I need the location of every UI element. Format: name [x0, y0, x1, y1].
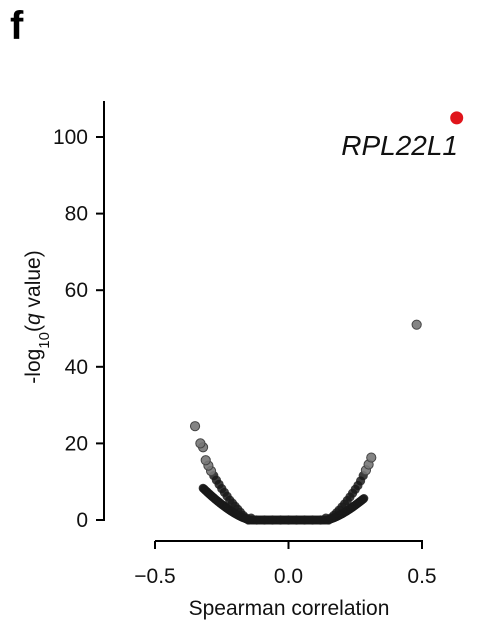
non-significant-point	[275, 515, 286, 525]
chart-annotations: RPL22L1	[341, 130, 458, 161]
y-axis-title-q: q	[22, 313, 45, 325]
right-arm-point	[366, 452, 377, 463]
y-axis-title-subscript: 10	[36, 332, 53, 349]
x-tick-label: −0.5	[134, 565, 175, 588]
left-arm-point	[195, 438, 206, 449]
non-significant-point	[267, 515, 278, 525]
x-axis-title: Spearman correlation	[189, 597, 390, 620]
y-tick-label: 20	[65, 432, 88, 455]
x-axis-ticks: −0.5 0.0 0.5	[134, 541, 437, 588]
non-significant-point	[283, 515, 294, 525]
non-significant-point	[259, 515, 270, 525]
non-significant-point	[291, 515, 302, 525]
non-significant-point	[307, 515, 318, 525]
x-tick-label: 0.5	[407, 565, 436, 588]
y-axis-title-open: (	[22, 325, 45, 332]
panel-label: f	[10, 4, 24, 48]
y-axis-title-prefix: -log	[22, 349, 45, 384]
gene-annotation-label: RPL22L1	[341, 130, 458, 161]
x-tick-label: 0.0	[274, 565, 303, 588]
left-arm-point	[189, 421, 201, 432]
left-arm-point	[200, 455, 211, 466]
y-tick-label: 0	[76, 509, 88, 532]
density-point	[359, 494, 369, 503]
y-axis-title: -log10(q value)	[22, 250, 53, 383]
y-tick-label: 100	[53, 126, 88, 149]
highlight-point	[450, 111, 464, 125]
y-tick-label: 80	[65, 203, 88, 226]
non-significant-point	[299, 515, 310, 525]
outlier-point	[411, 319, 422, 330]
chart-marks	[189, 111, 464, 525]
y-tick-label: 40	[65, 356, 88, 379]
y-axis-ticks: 0 20 40 60 80 100	[53, 126, 104, 532]
y-axis-title-rest: value)	[22, 250, 45, 313]
y-tick-label: 60	[65, 279, 88, 302]
